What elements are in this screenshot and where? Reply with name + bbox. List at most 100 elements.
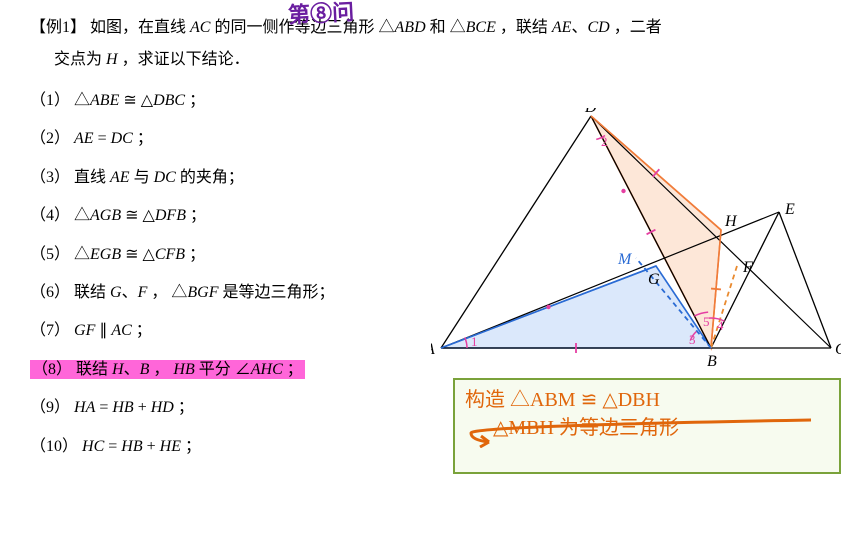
m: HD	[151, 399, 174, 416]
tri: △	[74, 246, 90, 263]
math-cd: CD	[587, 19, 609, 36]
svg-text:G: G	[648, 271, 660, 288]
m: GF	[74, 322, 95, 339]
num: （6） 联结	[30, 284, 110, 301]
m: DBC	[153, 92, 185, 109]
t: 与	[130, 169, 154, 186]
t: 是等边三角形；	[219, 284, 335, 301]
tri: △	[74, 207, 90, 224]
text: ，联结	[496, 19, 552, 36]
m: BGF	[187, 284, 218, 301]
tri: △	[143, 207, 155, 224]
num: （8） 联结	[32, 361, 112, 378]
svg-text:E: E	[784, 201, 795, 218]
m: AGB	[90, 207, 121, 224]
text: ，求证以下结论．	[118, 51, 250, 68]
m: F	[138, 284, 148, 301]
op: =	[94, 130, 111, 147]
geometry-figure: A B C D E F G H M 1 2 3 45	[431, 108, 841, 368]
tri: △	[379, 19, 395, 36]
t: ，	[149, 361, 173, 378]
op: ≅	[119, 92, 140, 109]
sep: 、	[122, 284, 138, 301]
sep: 、	[124, 361, 140, 378]
math-h: H	[106, 51, 118, 68]
tri: △	[171, 284, 187, 301]
ang: ∠	[235, 361, 251, 378]
op: +	[134, 399, 151, 416]
note-line-1: 构造 △ABM ≌ △DBH	[465, 386, 829, 414]
tri: △	[143, 246, 155, 263]
num: （10）	[30, 438, 82, 455]
m: DC	[111, 130, 133, 147]
m: AE	[110, 169, 130, 186]
m: ABE	[90, 92, 119, 109]
m: AC	[111, 322, 131, 339]
op: +	[143, 438, 160, 455]
m: EGB	[90, 246, 121, 263]
m: HE	[160, 438, 181, 455]
tri: △	[74, 92, 90, 109]
svg-text:B: B	[707, 353, 717, 368]
op: ∥	[95, 322, 111, 339]
num: （1）	[30, 92, 74, 109]
m: HB	[112, 399, 133, 416]
svg-text:5: 5	[703, 314, 710, 329]
semi: ；	[186, 207, 206, 224]
svg-text:1: 1	[471, 334, 478, 349]
m: DC	[154, 169, 176, 186]
tri: △	[141, 92, 153, 109]
m: B	[140, 361, 150, 378]
op: ≅	[121, 207, 142, 224]
semi: ；	[132, 322, 152, 339]
t: ，	[147, 284, 171, 301]
m: CFB	[155, 246, 185, 263]
num: （4）	[30, 207, 74, 224]
m: AHC	[251, 361, 283, 378]
svg-text:4: 4	[717, 318, 724, 333]
math-bce: BCE	[466, 19, 496, 36]
semi: ；	[181, 438, 201, 455]
annotation-box: 构造 △ABM ≌ △DBH △MBH 为等边三角形	[453, 378, 841, 474]
text: 和	[426, 19, 450, 36]
num: （9）	[30, 399, 74, 416]
figure-svg: A B C D E F G H M 1 2 3 45	[431, 108, 841, 368]
svg-text:D: D	[584, 108, 597, 116]
op: ≅	[121, 246, 142, 263]
text: 交点为	[54, 51, 106, 68]
semi: ；	[133, 130, 153, 147]
m: H	[112, 361, 124, 378]
math-ae: AE	[552, 19, 572, 36]
example-tag: 【例1】	[30, 19, 86, 36]
highlight: （8） 联结 H、B ， HB 平分 ∠AHC ；	[30, 360, 305, 379]
tri: △	[450, 19, 466, 36]
num: （5）	[30, 246, 74, 263]
t: 的夹角；	[176, 169, 244, 186]
math-abd: ABD	[395, 19, 426, 36]
svg-text:3: 3	[689, 332, 696, 347]
m: AE	[74, 130, 94, 147]
semi: ；	[185, 92, 205, 109]
problem-statement: 【例1】 如图，在直线 AC 的同一侧作等边三角形 △ABD 和 △BCE ，联…	[30, 12, 843, 76]
arrow-icon	[461, 418, 821, 448]
num: （7）	[30, 322, 74, 339]
svg-text:C: C	[835, 341, 841, 358]
svg-text:H: H	[724, 213, 738, 230]
num: （2）	[30, 130, 74, 147]
m: G	[110, 284, 122, 301]
m: HB	[173, 361, 194, 378]
num: （3） 直线	[30, 169, 110, 186]
svg-text:A: A	[431, 341, 435, 358]
svg-text:2: 2	[601, 134, 608, 149]
text: ，二者	[610, 19, 662, 36]
svg-text:M: M	[617, 251, 633, 268]
m: HC	[82, 438, 104, 455]
m: DFB	[155, 207, 186, 224]
handwriting-top: 第⑧问	[287, 0, 355, 30]
svg-text:F: F	[742, 259, 753, 276]
math-ac: AC	[190, 19, 210, 36]
sep: 、	[571, 19, 587, 36]
m: HB	[121, 438, 142, 455]
op: =	[95, 399, 112, 416]
semi: ；	[283, 361, 303, 378]
